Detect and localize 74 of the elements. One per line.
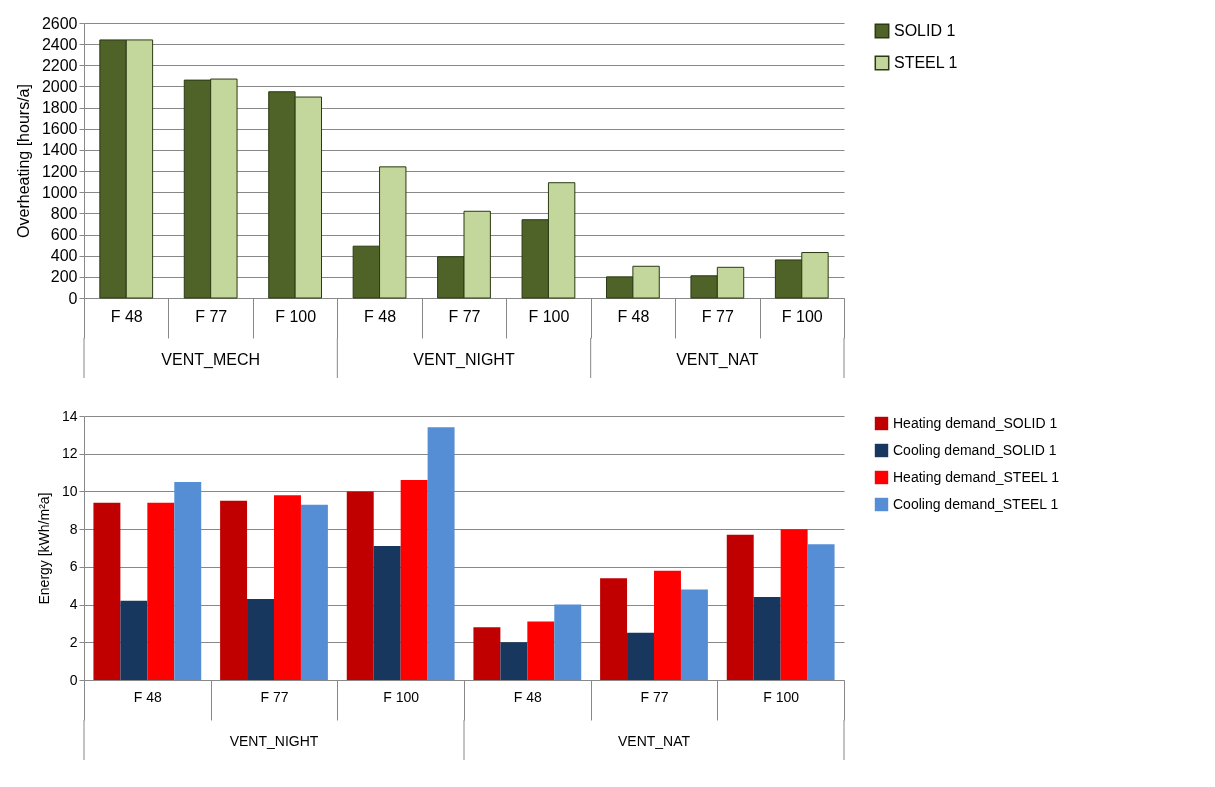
text: VENT_NIGHT <box>413 351 515 369</box>
text: VENT_MECH <box>161 351 261 369</box>
y-tick-label: 6 <box>69 558 78 575</box>
legend-label: Cooling demand_STEEL 1 <box>893 495 1059 512</box>
bar <box>600 578 628 680</box>
bar <box>807 544 835 680</box>
bar <box>220 500 248 680</box>
y-tick-label: 1400 <box>41 141 78 159</box>
x-tick-label: F 100 <box>528 307 570 325</box>
x-tick-label: F 48 <box>617 307 650 325</box>
legend-label: SOLID 1 <box>894 22 956 39</box>
bar <box>373 546 401 680</box>
bar <box>174 482 202 680</box>
bar <box>120 600 148 680</box>
bar <box>654 570 681 680</box>
bar <box>300 504 328 680</box>
y-tick-label: 2200 <box>41 56 78 74</box>
y-tick-label: 0 <box>69 671 78 688</box>
y-tick-label: 2000 <box>41 77 78 95</box>
text: VENT_NIGHT <box>229 733 319 749</box>
x-tick-label: F 100 <box>275 307 317 325</box>
bar <box>247 598 274 680</box>
y-tick-label: 2400 <box>41 35 78 53</box>
y-tick-label: 14 <box>61 407 78 424</box>
y-tick-label: 1800 <box>41 99 78 117</box>
y-tick-label: 800 <box>50 204 78 222</box>
x-tick-label: F 77 <box>640 688 669 705</box>
x-tick-label: F 48 <box>110 307 143 325</box>
x-tick-label: F 100 <box>781 307 823 325</box>
bar <box>726 534 754 680</box>
x-tick-label: F 77 <box>195 307 228 325</box>
x-tick-label: F 100 <box>383 688 420 705</box>
y-axis-title: Energy [kWh/m²a] <box>35 492 52 605</box>
bar <box>554 604 582 680</box>
text: VENT_NAT <box>617 733 691 749</box>
y-tick-label: 10 <box>61 482 78 499</box>
legend-label: Cooling demand_SOLID 1 <box>893 441 1057 458</box>
bar <box>93 502 121 680</box>
bar <box>527 621 555 680</box>
y-tick-label: 400 <box>50 247 78 265</box>
y-tick-label: 8 <box>69 520 78 537</box>
y-tick-label: 0 <box>68 289 78 307</box>
bar <box>473 627 501 680</box>
y-tick-label: 1600 <box>41 120 78 138</box>
y-tick-label: 2 <box>69 633 78 650</box>
x-tick-label: F 77 <box>260 688 289 705</box>
y-axis-title: Overheating [hours/a] <box>14 84 32 238</box>
text: VENT_NAT <box>676 351 759 369</box>
y-tick-label: 1200 <box>41 162 78 180</box>
bar <box>400 480 428 680</box>
bar <box>680 589 708 680</box>
bar <box>753 597 781 680</box>
bar <box>627 632 654 680</box>
x-tick-label: F 100 <box>763 688 800 705</box>
legend-label: Heating demand_SOLID 1 <box>893 414 1058 431</box>
x-tick-label: F 77 <box>701 307 734 325</box>
bar <box>780 529 808 680</box>
legend-label: Heating demand_STEEL 1 <box>893 468 1060 485</box>
y-tick-label: 4 <box>69 596 78 613</box>
bar <box>346 491 374 680</box>
legend-label: STEEL 1 <box>894 54 958 71</box>
bar <box>427 427 455 680</box>
y-tick-label: 12 <box>61 445 78 462</box>
x-tick-label: F 77 <box>448 307 481 325</box>
x-tick-label: F 48 <box>513 688 543 705</box>
x-tick-label: F 48 <box>364 307 397 325</box>
bar <box>274 495 301 680</box>
y-tick-label: 600 <box>50 226 78 244</box>
bar <box>147 502 175 680</box>
bar <box>500 642 528 680</box>
x-tick-label: F 48 <box>133 688 163 705</box>
y-tick-label: 200 <box>50 268 78 286</box>
y-tick-label: 1000 <box>41 183 78 201</box>
y-tick-label: 2600 <box>41 14 78 32</box>
